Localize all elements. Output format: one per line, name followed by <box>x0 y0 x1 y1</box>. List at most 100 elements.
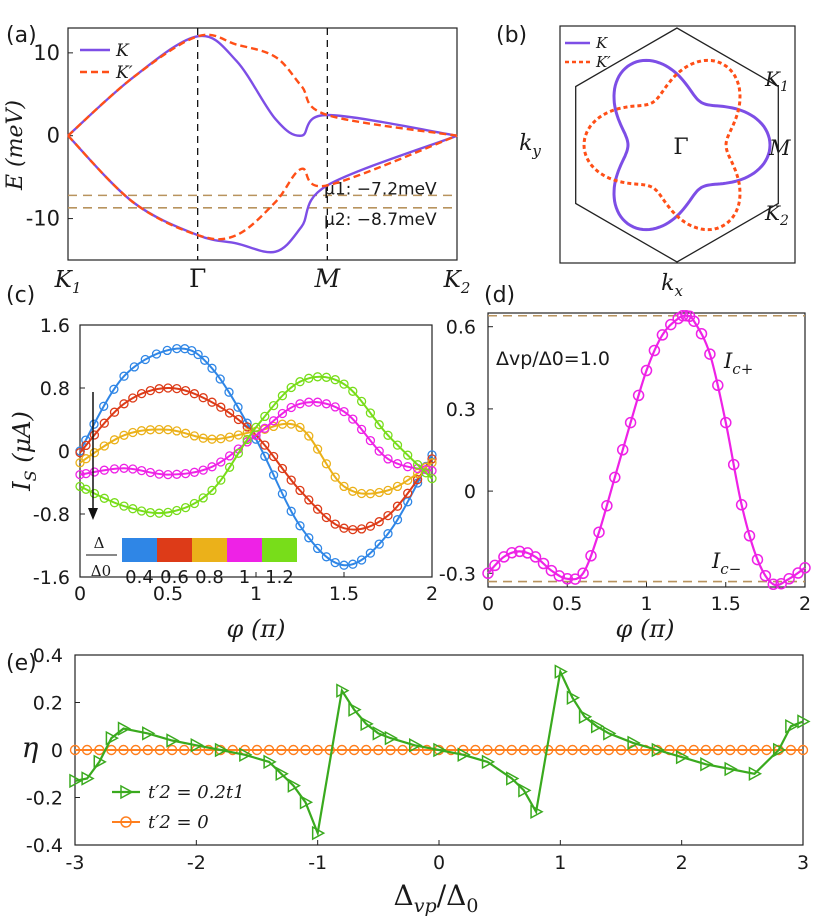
panel-c-marker <box>189 431 200 441</box>
panel-c-marker <box>348 386 358 396</box>
panel-c-marker <box>268 451 279 462</box>
panel-e-marker-circle <box>494 744 505 756</box>
panel-d-xtick-label: 0.5 <box>552 593 582 615</box>
panel-c-marker <box>89 419 99 429</box>
panel-c-marker <box>260 451 270 461</box>
panel-c-marker <box>163 425 173 435</box>
panel-d-hline-label-cminus-sub: c− <box>720 560 741 578</box>
panel-c-marker <box>163 507 173 518</box>
panel-a-xtick-label: Γ <box>189 264 206 293</box>
panel-d-marker <box>632 389 645 402</box>
panel-e-marker-circle <box>445 744 457 756</box>
panel-d-hline-label-cplus-sub: c+ <box>732 360 753 378</box>
panel-d-marker <box>513 545 526 558</box>
panel-d-ytick-label: 0 <box>464 481 476 503</box>
panel-c-marker <box>189 467 200 477</box>
panel-c-ylabel-unit: (μA) <box>8 411 36 470</box>
panel-b-legend-K: K <box>595 34 608 52</box>
panel-c-marker <box>392 440 403 450</box>
panel-c-marker <box>89 430 100 440</box>
panel-e-marker-circle <box>506 744 517 756</box>
panel-a-xtick-label: M <box>314 264 342 293</box>
panel-c-marker <box>268 416 279 426</box>
panel-e-marker-triangle <box>69 773 83 789</box>
panel-c-marker <box>216 402 226 412</box>
panel-e-xlabel-sub2: 0 <box>466 895 478 917</box>
panel-e-marker-circle <box>797 744 809 756</box>
panel-c-marker <box>233 448 244 458</box>
panel-a-frame <box>67 27 458 261</box>
panel-c-marker <box>286 506 296 516</box>
panel-c-marker <box>304 533 314 543</box>
panel-c-label: (c) <box>6 283 35 308</box>
panel-c-marker <box>189 389 200 399</box>
panel-c-marker <box>216 475 226 485</box>
panel-e-marker-circle <box>203 744 214 756</box>
panel-d-marker <box>743 530 756 542</box>
panel-c-marker <box>172 383 182 394</box>
panel-c-marker <box>356 555 367 565</box>
panel-e-xtick-label: 3 <box>797 852 809 874</box>
panel-e-marker-triangle <box>433 742 447 758</box>
panel-d-xtick-label: 0 <box>482 593 494 615</box>
panel-c-marker <box>145 425 156 435</box>
panel-d-marker <box>735 499 748 511</box>
panel-c-marker <box>383 529 393 539</box>
panel-e-marker-triangle <box>518 783 532 798</box>
panel-e-marker-triangle <box>105 730 119 746</box>
panel-c-marker <box>224 432 235 442</box>
panel-d-xtick-label: 1 <box>640 593 652 615</box>
panel-a-hline-label: μ1: −7.2meV <box>324 179 437 199</box>
panel-c-marker <box>180 344 190 354</box>
panel-c-marker <box>163 383 173 393</box>
panel-c-legend-swatch <box>262 538 297 562</box>
panel-c-ylabel: IS (μA) <box>8 411 40 492</box>
panel-c-marker <box>109 498 120 508</box>
panel-d-xtick-label: 1.5 <box>711 593 741 615</box>
panel-e-xtick-label: -3 <box>66 852 85 874</box>
panel-c-marker <box>321 372 332 382</box>
panel-c-marker <box>151 349 162 359</box>
panel-d-marker <box>640 364 653 377</box>
panel-d-marker <box>489 559 501 572</box>
panel-c-marker <box>374 517 384 527</box>
panel-e-marker-circle <box>324 744 335 756</box>
panel-a-ylabel: E (meV) <box>3 100 28 191</box>
panel-a-legend-Kp: K′ <box>115 63 133 83</box>
panel-c-marker <box>180 428 191 438</box>
panel-e-marker-circle <box>591 744 602 756</box>
panel-e-marker-circle <box>251 744 263 756</box>
panel-c-marker <box>304 397 314 407</box>
panel-c-marker <box>403 462 413 472</box>
panel-c-marker <box>154 508 164 518</box>
panel-b-point-K2: K2 <box>764 201 789 229</box>
panel-e-marker-circle <box>69 744 81 756</box>
panel-c-marker <box>136 506 147 516</box>
panel-c-xtick-label: 1 <box>250 583 262 605</box>
panel-c-marker <box>251 422 261 433</box>
panel-a-label: (a) <box>6 23 37 48</box>
panel-d-marker <box>751 553 764 566</box>
panel-c-legend-label: 1.2 <box>265 567 294 588</box>
panel-e-marker-triangle <box>578 709 593 725</box>
panel-c-marker <box>339 523 349 533</box>
panel-c-marker <box>365 548 376 558</box>
panel-c-marker <box>295 521 305 531</box>
panel-c-marker <box>75 469 85 480</box>
panel-e-marker-circle <box>567 744 578 756</box>
panel-c-marker <box>128 393 138 403</box>
panel-d-marker <box>759 569 772 582</box>
panel-c-marker <box>348 559 358 569</box>
panel-d: (d) 0.6 0.3 0 -0.3 0 0.5 1 1.5 2 Δvp/Δ0=1.0 Ic+ Ic− φ… <box>439 283 811 643</box>
panel-d-marker <box>648 344 661 357</box>
panel-d-marker <box>593 526 605 538</box>
panel-c-marker <box>119 463 129 473</box>
panel-d-xlabel: φ (π) <box>616 615 675 643</box>
panel-c-legend-swatch <box>192 538 227 562</box>
panel-b-gamma-label: Γ <box>673 135 688 160</box>
panel-d-marker <box>704 348 716 360</box>
panel-b-xlabel-sub: x <box>674 282 683 300</box>
panel-c-marker <box>162 345 172 356</box>
panel-e-marker-triangle <box>772 742 787 758</box>
panel-c-marker <box>383 485 393 496</box>
